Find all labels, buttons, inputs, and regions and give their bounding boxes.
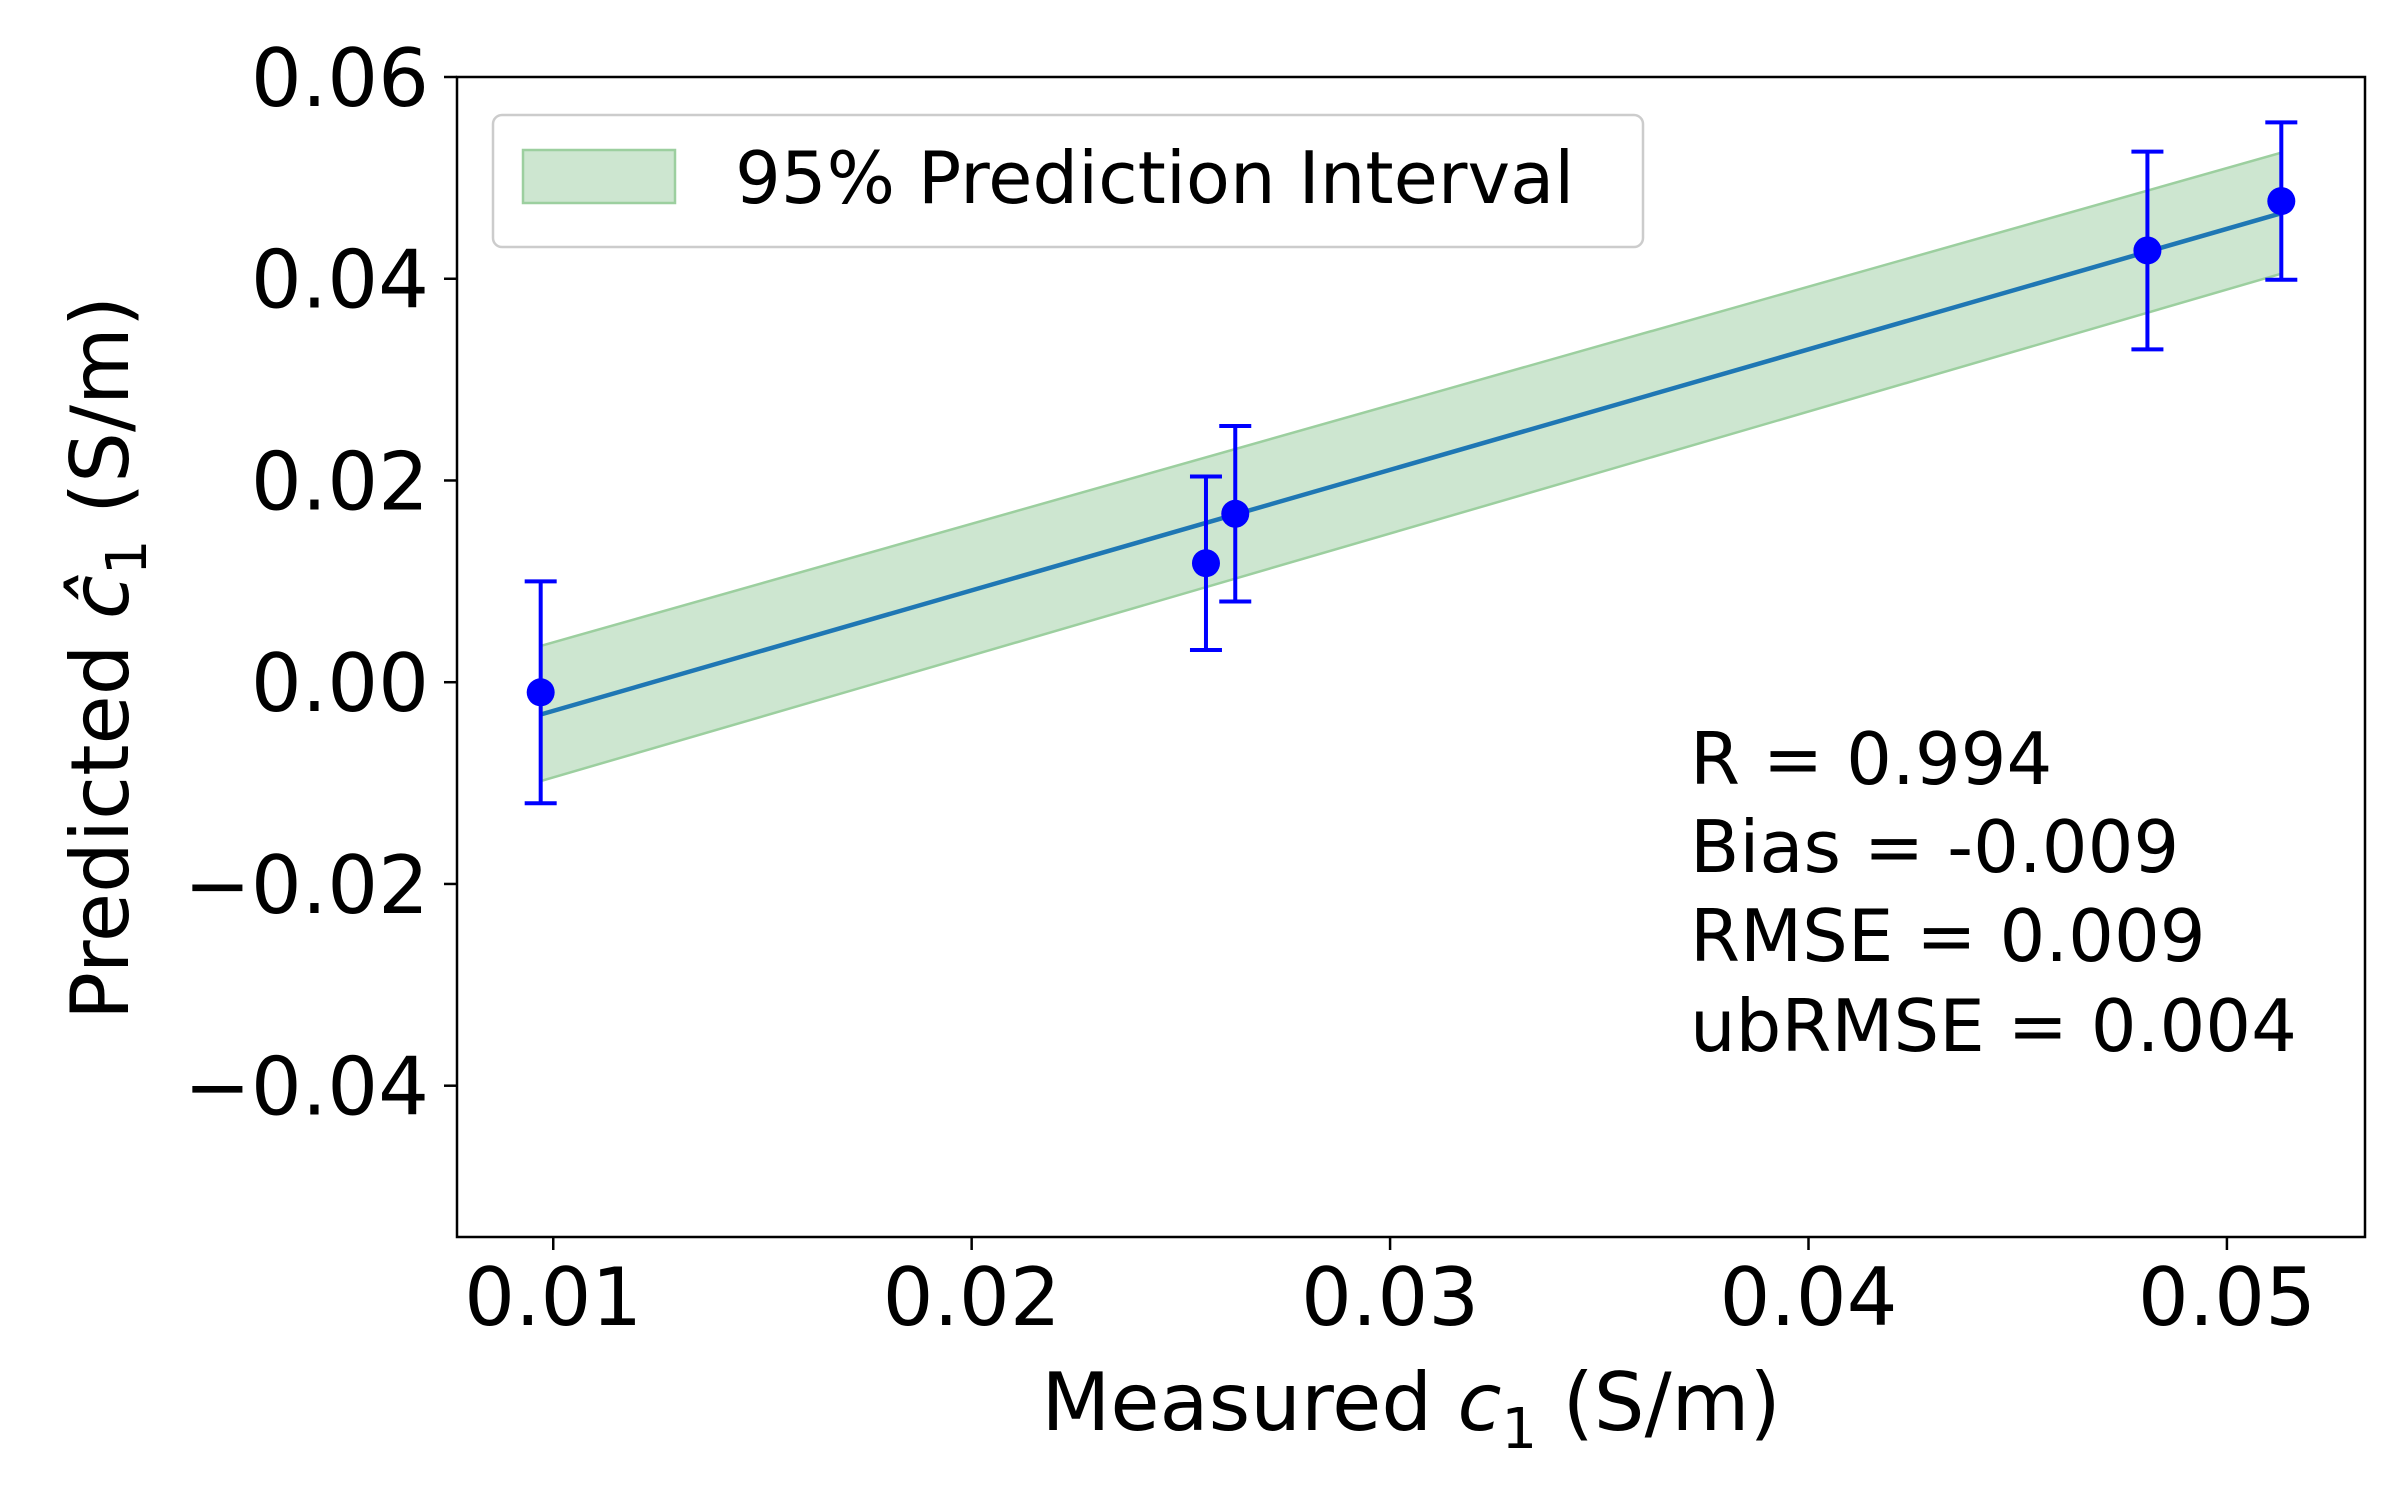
x-tick-label: 0.04 — [1719, 1251, 1897, 1344]
data-point — [2267, 187, 2296, 216]
data-point — [1191, 549, 1220, 578]
stats-annotation: R = 0.994 Bias = -0.009 RMSE = 0.009 ubR… — [1690, 717, 2297, 1068]
y-tick-label: −0.02 — [184, 839, 429, 932]
y-tick-label: −0.04 — [184, 1041, 429, 1134]
x-tick-label: 0.02 — [883, 1251, 1061, 1344]
x-tick-label: 0.01 — [464, 1251, 642, 1344]
stat-r: R = 0.994 — [1690, 717, 2052, 801]
stat-rmse: RMSE = 0.009 — [1690, 894, 2206, 978]
data-point — [1221, 499, 1250, 528]
stat-ubrmse: ubRMSE = 0.004 — [1690, 984, 2297, 1068]
legend-box — [491, 113, 1645, 249]
legend-label: 95% Prediction Interval — [735, 136, 1574, 220]
x-tick-label: 0.03 — [1301, 1251, 1479, 1344]
legend-swatch — [521, 148, 677, 205]
y-axis-title: Predicted ĉ1 (S/m) — [54, 296, 160, 1020]
y-tick-label: 0.02 — [251, 435, 429, 528]
x-tick-label: 0.05 — [2138, 1251, 2316, 1344]
fit-line — [540, 211, 2282, 717]
data-point — [526, 678, 555, 707]
legend: 95% Prediction Interval — [491, 113, 1645, 249]
plot-area — [524, 120, 2298, 806]
x-axis: 0.01 0.02 0.03 0.04 0.05 — [464, 1237, 2316, 1344]
y-tick-label: 0.04 — [251, 234, 429, 327]
x-axis-title: Measured c1 (S/m) — [1041, 1356, 1780, 1462]
y-axis: −0.04 −0.02 0.00 0.02 0.04 0.06 — [184, 32, 457, 1134]
data-point — [2133, 236, 2162, 265]
plot-frame — [455, 75, 2367, 1239]
stat-bias: Bias = -0.009 — [1690, 805, 2179, 889]
y-tick-label: 0.00 — [251, 637, 429, 730]
y-tick-label: 0.06 — [251, 32, 429, 125]
